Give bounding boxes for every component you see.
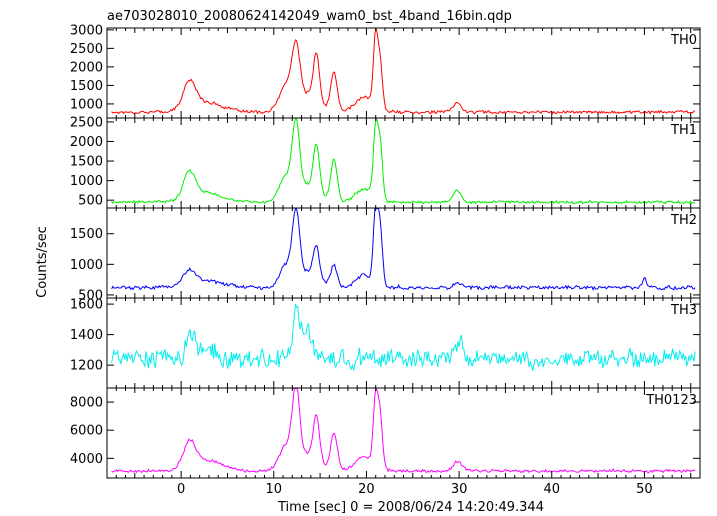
y-tick-label: 500: [78, 194, 103, 209]
series-th3: [111, 304, 696, 371]
y-tick-label: 500: [78, 288, 103, 303]
panel-label: TH0123: [645, 393, 697, 408]
chart-title: ae703028010_20080624142049_wam0_bst_4ban…: [107, 9, 512, 24]
panel-label: TH1: [670, 123, 697, 138]
x-axis-label: Time [sec] 0 = 2008/06/24 14:20:49.344: [277, 500, 544, 515]
y-tick-label: 2500: [70, 115, 103, 130]
y-tick-label: 1500: [70, 227, 103, 242]
y-tick-label: 8000: [70, 396, 103, 411]
y-tick-label: 1500: [70, 155, 103, 170]
panel-frame: [106, 117, 701, 209]
panel-th3: TH3 1200 1400 1600: [70, 297, 701, 389]
series-th2: [111, 208, 696, 292]
y-tick-label: 2000: [70, 60, 103, 75]
x-tick-label: 50: [636, 482, 653, 497]
panel-th0: TH0 1000 1500 2000 2500 3000: [70, 23, 701, 119]
y-tick-label: 4000: [70, 452, 103, 467]
series-th0: [111, 28, 696, 115]
series-th0123: [111, 388, 696, 474]
y-tick-label: 1200: [70, 359, 103, 374]
y-tick-label: 1500: [70, 79, 103, 94]
panel-frame: [106, 27, 701, 119]
panel-th1: TH1 500 1000 1500 2000 2500: [70, 115, 701, 209]
y-tick-label: 2000: [70, 135, 103, 150]
x-tick-label: 10: [266, 482, 283, 497]
y-axis-label: Counts/sec: [35, 226, 50, 298]
panel-th0123: TH0123 4000 6000 8000: [70, 387, 701, 479]
y-tick-label: 3000: [70, 23, 103, 38]
panels-group: TH010001500200025003000TH150010001500200…: [70, 23, 701, 497]
panel-th2: TH2 500 1000 1500: [70, 207, 701, 303]
y-tick-label: 1400: [70, 328, 103, 343]
y-tick-label: 6000: [70, 424, 103, 439]
panel-frame: [106, 297, 701, 389]
x-tick-label: 0: [177, 482, 185, 497]
panel-label: TH3: [670, 303, 697, 318]
panel-frame: [106, 207, 701, 299]
x-tick-label: 30: [451, 482, 468, 497]
x-tick-label: 40: [543, 482, 560, 497]
y-tick-label: 1000: [70, 258, 103, 273]
panel-frame: [106, 387, 701, 479]
x-tick-label: 20: [358, 482, 375, 497]
panel-label: TH0: [670, 33, 697, 48]
panel-label: TH2: [670, 213, 697, 228]
y-tick-label: 2500: [70, 42, 103, 57]
y-tick-label: 1000: [70, 174, 103, 189]
y-tick-label: 1000: [70, 97, 103, 112]
y-tick-label: 1600: [70, 298, 103, 313]
series-th1: [111, 118, 696, 205]
